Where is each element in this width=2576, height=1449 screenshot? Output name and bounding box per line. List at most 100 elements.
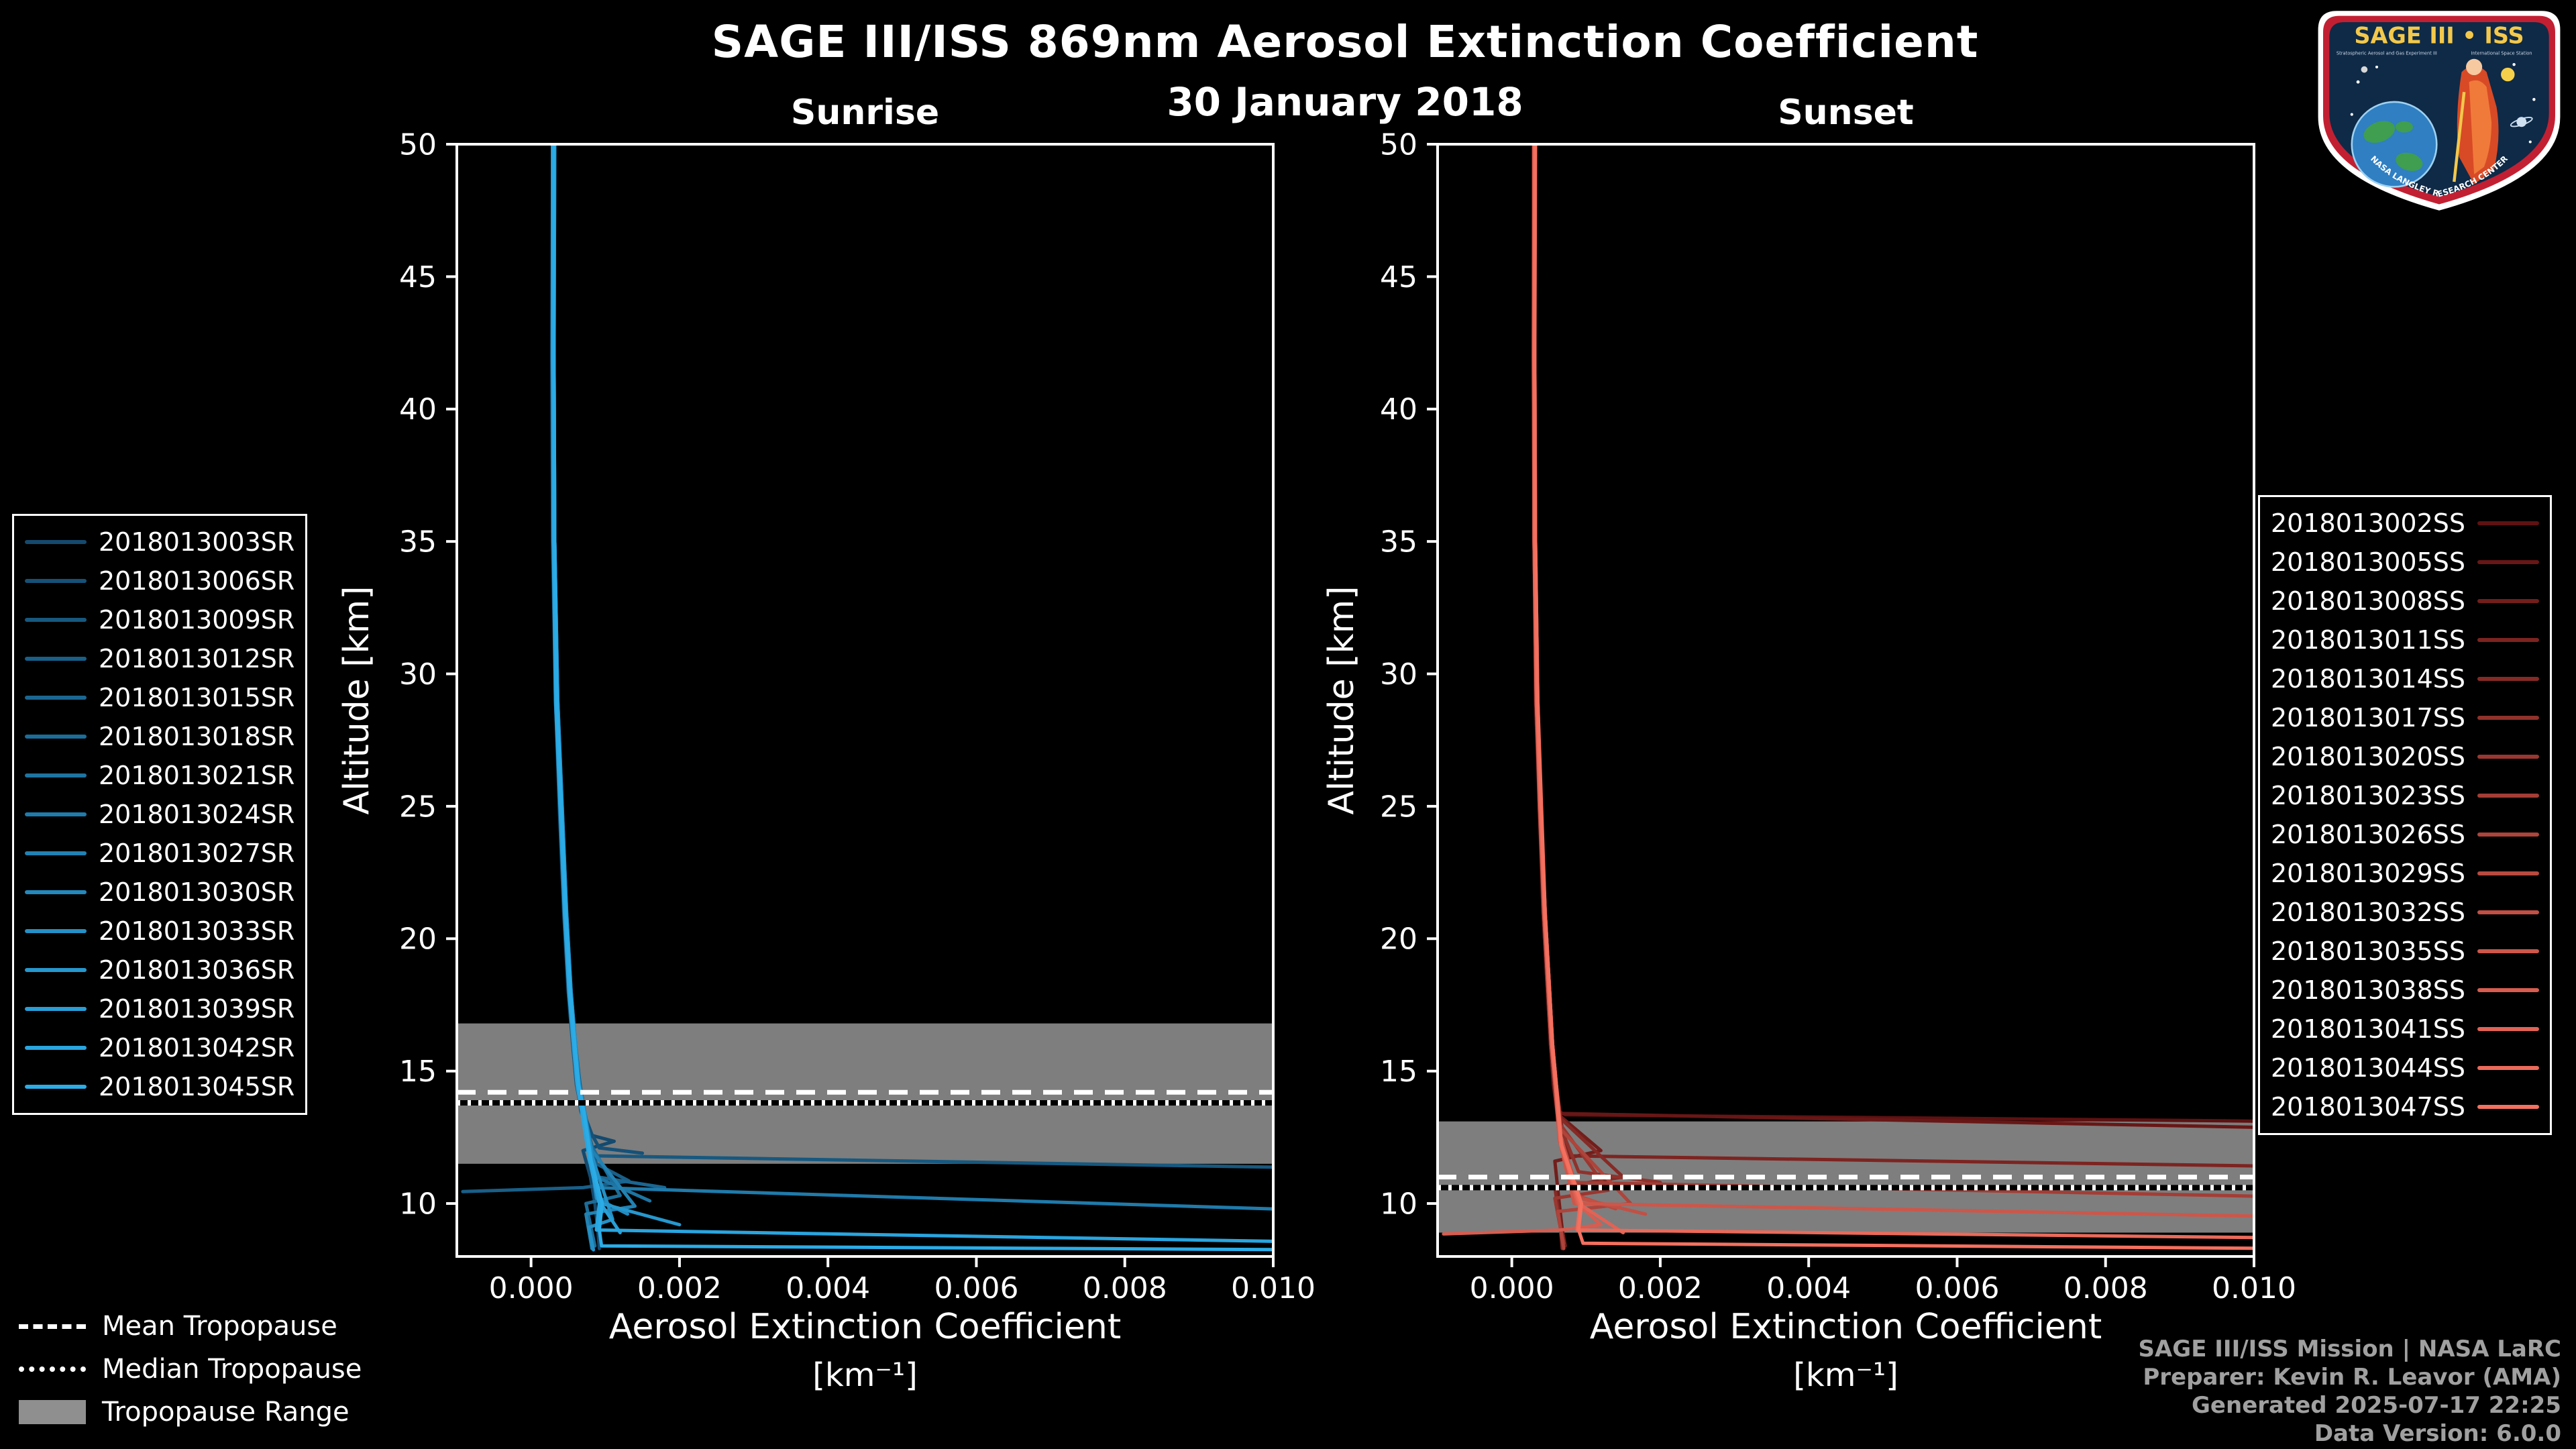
legend-line-sample	[25, 968, 87, 972]
legend-line-sample	[25, 812, 87, 816]
legend-line-sample	[2477, 794, 2539, 798]
x-tick-label: 0.002	[637, 1271, 722, 1305]
y-tick-label: 45	[399, 260, 437, 294]
legend-item: 2018013033SR	[25, 912, 294, 951]
sunset-plot: 50 45 40 35 30 25 20 15 10 0.000 0.002 0.004 0.006 0.…	[1380, 127, 2296, 1305]
legend-line-sample	[25, 540, 87, 544]
x-tick-label: 0.008	[1083, 1271, 1167, 1305]
legend-label: 2018013024SR	[99, 800, 295, 829]
star-icon	[2532, 98, 2536, 101]
mean-tropopause-label: Mean Tropopause	[102, 1311, 337, 1342]
sunset-x-axis-label: Aerosol Extinction Coefficient	[1589, 1307, 2102, 1347]
legend-item: 2018013006SR	[25, 561, 294, 600]
dashed-line-sample	[19, 1324, 86, 1329]
star-icon	[2512, 62, 2516, 66]
legend-item: 2018013024SR	[25, 795, 294, 834]
legend-line-sample	[2477, 638, 2539, 642]
legend-line-sample	[2477, 599, 2539, 603]
legend-label: 2018013017SS	[2270, 703, 2465, 733]
y-tick-label: 20	[1380, 922, 1417, 957]
plot-border	[455, 143, 1275, 1258]
legend-line-sample	[2477, 716, 2539, 720]
legend-item: 2018013023SS	[2271, 776, 2539, 815]
legend-line-sample	[25, 657, 87, 661]
x-tick-label: 0.004	[1766, 1271, 1851, 1305]
legend-label: 2018013012SR	[99, 644, 295, 674]
profile-line	[1532, 144, 2254, 1240]
star-icon	[2375, 65, 2379, 68]
profile-line	[1532, 144, 2254, 1168]
legend-label: 2018013047SS	[2270, 1092, 2465, 1122]
legend-item: 2018013029SS	[2271, 854, 2539, 893]
legend-line-sample	[2477, 871, 2539, 875]
sun-icon	[2501, 67, 2515, 82]
x-tick-label: 0.008	[2063, 1271, 2148, 1305]
legend-line-sample	[2477, 988, 2539, 992]
profile-line	[1532, 144, 2254, 1129]
legend-label: 2018013030SR	[99, 877, 295, 907]
x-tick-label: 0.004	[786, 1271, 870, 1305]
legend-item: 2018013026SS	[2271, 815, 2539, 854]
sunrise-y-axis-label: Altitude [km]	[337, 586, 377, 815]
ringed-planet-icon	[2510, 117, 2533, 127]
tropopause-legend: Mean Tropopause Median Tropopause Tropop…	[19, 1309, 362, 1429]
profile-line	[1532, 144, 2254, 1198]
legend-line-sample	[2477, 560, 2539, 564]
legend-item: 2018013042SR	[25, 1028, 294, 1067]
legend-item: 2018013030SR	[25, 873, 294, 912]
legend-item: 2018013032SS	[2271, 893, 2539, 932]
legend-item: 2018013044SS	[2271, 1049, 2539, 1087]
credit-generated: Generated 2025-07-17 22:25	[2192, 1392, 2561, 1419]
legend-label: 2018013033SR	[99, 916, 295, 946]
profile-line	[1533, 144, 2254, 1250]
legend-label: 2018013045SR	[99, 1072, 295, 1102]
y-tick-label: 15	[399, 1055, 437, 1089]
legend-item: 2018013017SS	[2271, 698, 2539, 737]
legend-line-sample	[2477, 755, 2539, 759]
sunrise-x-axis-units: [km⁻¹]	[812, 1356, 918, 1394]
y-tick-label: 40	[399, 392, 437, 427]
legend-item: 2018013014SS	[2271, 659, 2539, 698]
y-tick-label: 30	[1380, 657, 1417, 692]
x-tick-label: 0.006	[1915, 1271, 1999, 1305]
legend-label: 2018013039SR	[99, 994, 295, 1024]
legend-line-sample	[25, 1007, 87, 1011]
median-tropopause-legend-item: Median Tropopause	[19, 1352, 362, 1386]
y-tick-label: 20	[399, 922, 437, 957]
sunrise-legend: 2018013003SR 2018013006SR 2018013009SR 2018…	[12, 514, 308, 1115]
legend-item: 2018013011SS	[2271, 621, 2539, 659]
legend-label: 2018013003SR	[99, 527, 295, 557]
legend-line-sample	[2477, 949, 2539, 953]
x-tick-label: 0.000	[1470, 1271, 1554, 1305]
legend-item: 2018013039SR	[25, 989, 294, 1028]
legend-label: 2018013006SR	[99, 566, 295, 596]
x-tick-label: 0.010	[1231, 1271, 1316, 1305]
profile-line	[1442, 144, 1603, 1236]
sunrise-panel-title: Sunrise	[790, 93, 940, 133]
sunrise-plot: 50 45 40 35 30 25 20 15 10 0.000 0.002 0.004 0.006 0.…	[399, 127, 1316, 1305]
gray-band-sample	[19, 1400, 86, 1424]
y-tick-label: 50	[399, 127, 437, 162]
figure-icon	[2453, 58, 2499, 184]
legend-item: 2018013018SR	[25, 717, 294, 756]
legend-line-sample	[25, 579, 87, 583]
profile-line	[551, 144, 645, 1155]
legend-label: 2018013038SS	[2270, 975, 2465, 1005]
y-tick-label: 50	[1380, 127, 1417, 162]
median-tropopause-label: Median Tropopause	[102, 1354, 362, 1385]
legend-label: 2018013020SS	[2270, 742, 2465, 771]
mean-tropopause-legend-item: Mean Tropopause	[19, 1309, 362, 1343]
legend-item: 2018013003SR	[25, 523, 294, 561]
page-date: 30 January 2018	[1167, 79, 1523, 125]
sunset-legend: 2018013002SS 2018013005SS 2018013008SS 2018…	[2257, 495, 2552, 1135]
sunset-panel-title: Sunset	[1778, 93, 1914, 133]
credit-mission: SAGE III/ISS Mission | NASA LaRC	[2138, 1336, 2562, 1362]
legend-line-sample	[2477, 677, 2539, 681]
legend-item: 2018013047SS	[2271, 1087, 2539, 1126]
profile-line	[550, 144, 1273, 1169]
legend-item: 2018013012SR	[25, 639, 294, 678]
legend-item: 2018013021SR	[25, 756, 294, 795]
legend-item: 2018013041SS	[2271, 1010, 2539, 1049]
legend-label: 2018013015SR	[99, 683, 295, 712]
page-title: SAGE III/ISS 869nm Aerosol Extinction Co…	[711, 16, 1979, 68]
